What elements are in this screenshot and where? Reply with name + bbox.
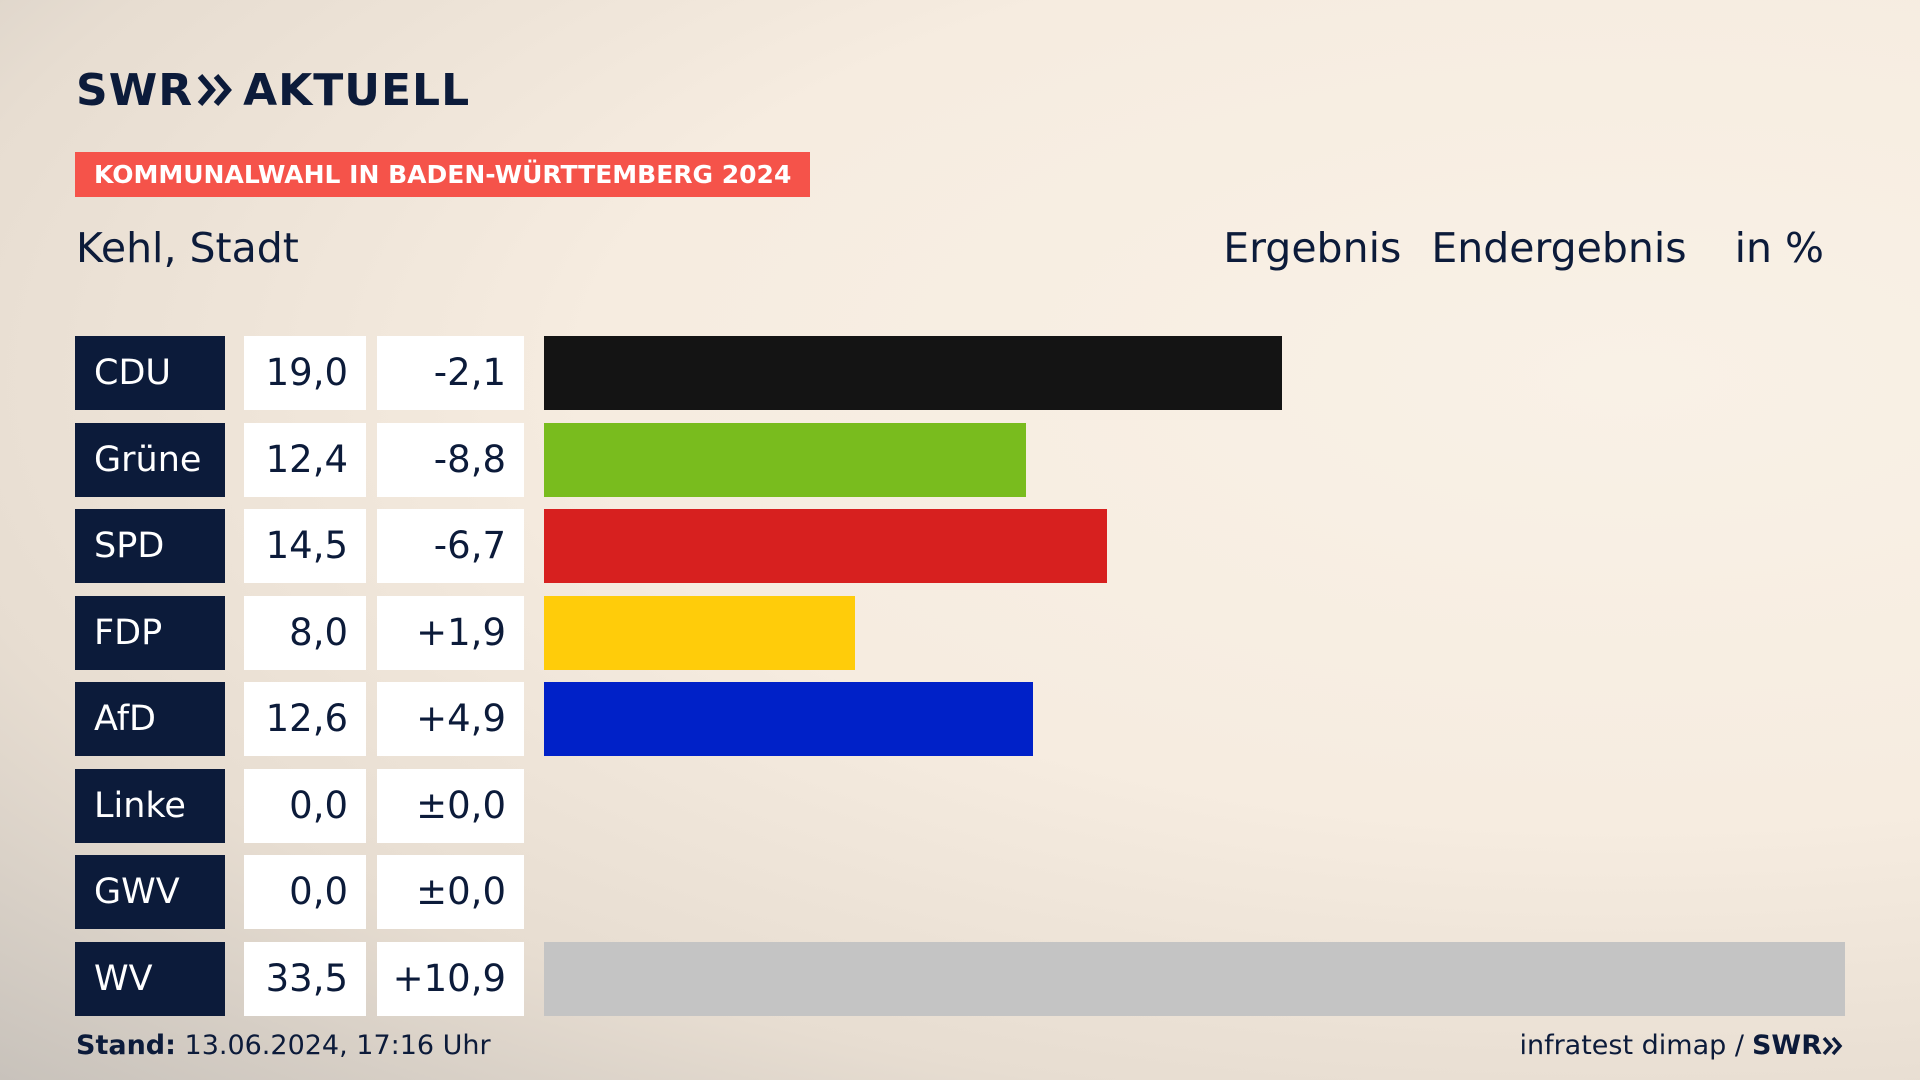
chart-row: CDU 19,0 -2,1 [75, 336, 1845, 410]
data-label-change: -6,7 [377, 509, 524, 583]
party-label: Grüne [75, 422, 225, 497]
party-label: WV [75, 941, 225, 1016]
chart-row: AfD 12,6 +4,9 [75, 682, 1845, 756]
data-label-change: ±0,0 [377, 855, 524, 929]
bar [544, 595, 855, 670]
data-label-change: ±0,0 [377, 768, 524, 843]
bar [544, 509, 1108, 583]
party-label: AfD [75, 682, 225, 756]
timestamp: Stand: 13.06.2024, 17:16 Uhr [76, 1030, 491, 1061]
data-label-percent: 12,4 [244, 422, 366, 497]
logo-swr-text: SWR [76, 64, 194, 116]
logo-aktuell-text: AKTUELL [243, 64, 471, 116]
party-label: Linke [75, 768, 225, 843]
timestamp-label: Stand: [76, 1030, 176, 1061]
unit-label: in % [1734, 224, 1824, 272]
chart-row: Grüne 12,4 -8,8 [75, 422, 1845, 497]
source-credit: infratest dimap / SWR [1519, 1030, 1844, 1061]
timestamp-value: 13.06.2024, 17:16 Uhr [184, 1030, 491, 1061]
bar [544, 422, 1026, 497]
party-label: CDU [75, 336, 225, 410]
bar [544, 336, 1282, 410]
party-label: SPD [75, 509, 225, 583]
data-label-percent: 19,0 [244, 336, 366, 410]
data-label-change: -8,8 [377, 422, 524, 497]
bar [544, 941, 1845, 1016]
bar [544, 682, 1034, 756]
chart-row: GWV 0,0 ±0,0 [75, 855, 1845, 929]
status-label: Ergebnis [1223, 224, 1402, 272]
data-label-change: +10,9 [377, 941, 524, 1016]
party-label: GWV [75, 855, 225, 929]
data-label-change: +1,9 [377, 595, 524, 670]
result-status: Ergebnis Endergebnis in % [1193, 222, 1824, 274]
data-label-change: +4,9 [377, 682, 524, 756]
status-final-label: Endergebnis [1431, 224, 1687, 272]
chart-row: Linke 0,0 ±0,0 [75, 768, 1845, 843]
double-chevron-right-icon [197, 73, 233, 107]
data-label-percent: 14,5 [244, 509, 366, 583]
location-title: Kehl, Stadt [76, 224, 299, 272]
chart-row: FDP 8,0 +1,9 [75, 595, 1845, 670]
data-label-percent: 33,5 [244, 941, 366, 1016]
source-brand: SWR [1751, 1030, 1822, 1061]
double-chevron-right-icon [1822, 1036, 1843, 1055]
data-label-percent: 12,6 [244, 682, 366, 756]
chart-row: WV 33,5 +10,9 [75, 941, 1845, 1016]
data-label-percent: 0,0 [244, 855, 366, 929]
swr-aktuell-logo: SWR AKTUELL [76, 64, 471, 116]
election-kicker: KOMMUNALWAHL IN BADEN-WÜRTTEMBERG 2024 [75, 152, 811, 197]
data-label-percent: 8,0 [244, 595, 366, 670]
source-text: infratest dimap / [1519, 1030, 1744, 1061]
data-label-change: -2,1 [377, 336, 524, 410]
data-label-percent: 0,0 [244, 768, 366, 843]
chart-row: SPD 14,5 -6,7 [75, 509, 1845, 583]
party-label: FDP [75, 595, 225, 670]
